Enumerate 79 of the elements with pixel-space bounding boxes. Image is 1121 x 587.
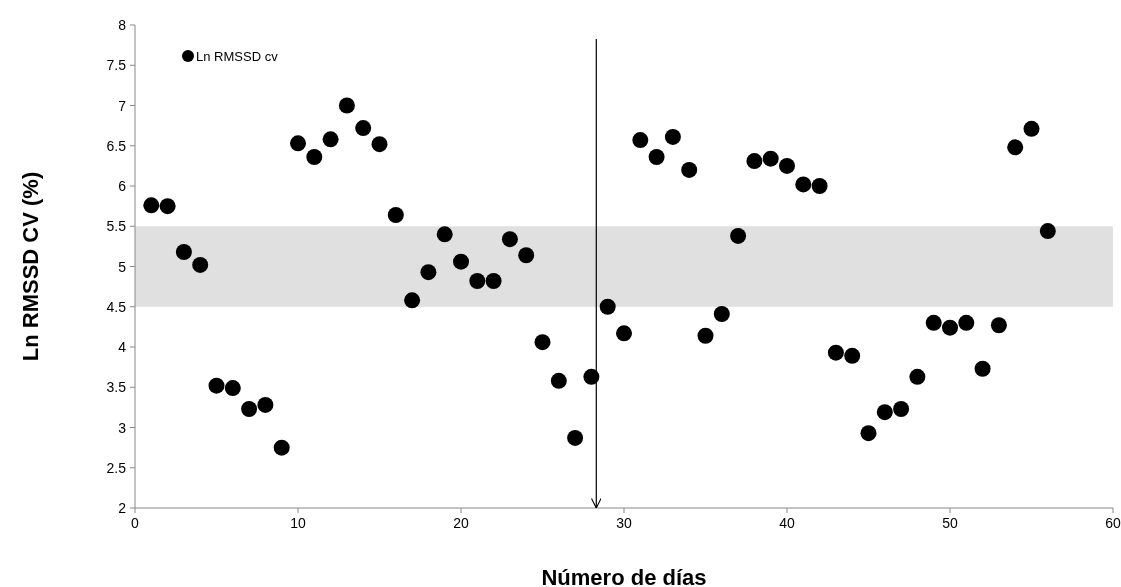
point (909, 368, 926, 385)
point (1023, 120, 1040, 137)
point (518, 247, 535, 264)
point (730, 227, 747, 244)
x-tick-label: 10 (290, 515, 306, 531)
point (257, 396, 274, 413)
point (664, 128, 681, 145)
y-tick-label: 4 (118, 339, 127, 355)
y-tick-label: 6.5 (106, 137, 127, 154)
point (779, 157, 795, 174)
point (990, 317, 1007, 334)
point (893, 400, 910, 417)
point (501, 231, 518, 248)
y-tick-label: 7 (118, 97, 127, 114)
y-tick-label: 2 (118, 500, 127, 516)
point (159, 198, 176, 215)
point (697, 327, 714, 344)
point (1039, 223, 1056, 240)
point (143, 197, 160, 214)
point (355, 120, 372, 137)
point (616, 325, 632, 342)
point (599, 298, 616, 315)
point (453, 253, 469, 270)
point (860, 425, 877, 442)
point (713, 306, 730, 322)
y-tick-label: 2.5 (106, 459, 127, 476)
x-axis-title: Número de días (541, 565, 707, 587)
point (876, 404, 893, 421)
point (387, 206, 404, 223)
x-tick-label: 0 (131, 515, 140, 531)
point (746, 153, 763, 170)
point (208, 377, 225, 394)
point (534, 334, 551, 351)
point (338, 97, 355, 114)
point (371, 136, 388, 153)
x-tick-label: 30 (616, 515, 632, 531)
y-tick-label: 7.5 (106, 57, 127, 74)
point (958, 314, 975, 331)
y-tick-label: 5.5 (106, 218, 127, 235)
point (224, 380, 241, 397)
point (290, 135, 306, 152)
point (811, 178, 828, 194)
point (681, 161, 698, 178)
point (827, 344, 844, 361)
point (1007, 139, 1024, 156)
x-tick-label: 50 (942, 515, 958, 531)
y-axis-title: Ln RMSSD CV (%) (18, 171, 43, 362)
point (942, 319, 958, 336)
y-tick-label: 8 (118, 17, 127, 33)
point (762, 150, 779, 167)
point (567, 429, 584, 446)
point (648, 149, 665, 166)
point (925, 314, 942, 331)
legend-label: Ln RMSSD cv (196, 49, 279, 64)
point (322, 131, 339, 148)
point (306, 149, 323, 166)
point (974, 360, 991, 377)
y-tick-label: 3.5 (106, 379, 127, 396)
point (273, 439, 290, 456)
y-tick-label: 6 (118, 178, 127, 194)
point (469, 272, 486, 289)
point (404, 292, 421, 309)
y-tick-label: 4.5 (106, 298, 127, 315)
x-tick-label: 40 (779, 515, 795, 531)
point (192, 256, 209, 273)
x-tick-label: 60 (1105, 515, 1121, 531)
point (795, 176, 812, 193)
y-tick-label: 5 (118, 258, 127, 275)
point (550, 372, 567, 389)
x-tick-label: 20 (453, 515, 469, 531)
point (844, 347, 861, 364)
point (436, 226, 453, 243)
point (241, 400, 258, 417)
point (175, 244, 192, 261)
point (420, 264, 437, 281)
point (632, 132, 649, 149)
y-tick-label: 3 (118, 419, 127, 436)
point (485, 272, 502, 289)
point (583, 368, 600, 385)
